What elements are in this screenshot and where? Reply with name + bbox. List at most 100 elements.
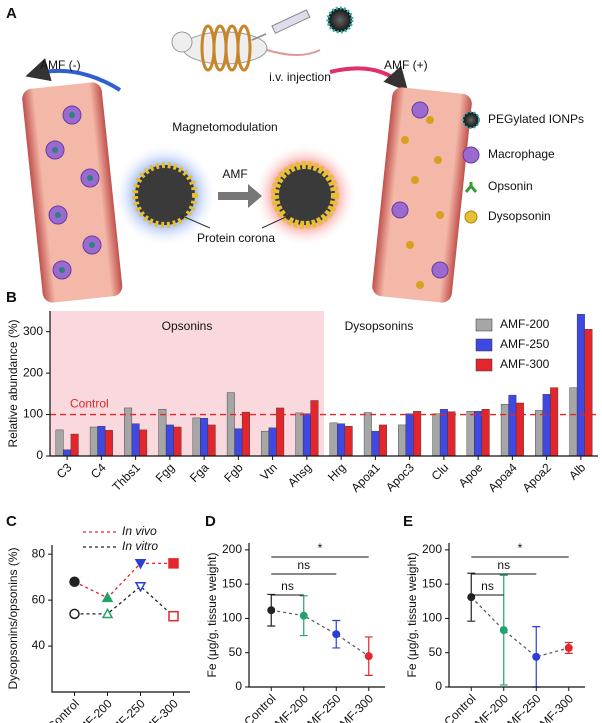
bar <box>158 408 167 457</box>
legend-label: Dysopsonin <box>488 209 551 223</box>
label: AMF (+) <box>384 58 428 72</box>
pointer <box>178 214 211 229</box>
bar <box>70 433 79 457</box>
y-tick-label: 100 <box>222 611 242 625</box>
point <box>332 630 341 639</box>
y-tick-label: 0 <box>36 448 43 462</box>
bar <box>515 402 524 457</box>
y-tick-label: 100 <box>422 611 442 625</box>
label: i.v. injection <box>269 70 331 84</box>
bar <box>131 423 140 457</box>
legend-label: In vivo <box>122 524 157 538</box>
bar <box>226 392 235 457</box>
significance: ns <box>281 579 294 593</box>
syringe <box>251 6 354 41</box>
x-tick-label: Fga <box>187 460 212 485</box>
bar <box>405 413 414 457</box>
y-axis-title: Fe (μg/g, tissue weight) <box>405 553 419 678</box>
panel-label: E <box>403 513 413 530</box>
bar <box>398 424 407 457</box>
bar <box>432 413 441 457</box>
y-tick-label: 100 <box>23 407 43 421</box>
y-tick-label: 50 <box>229 645 243 659</box>
y-tick-label: 200 <box>23 365 43 379</box>
y-tick-label: 60 <box>32 592 46 606</box>
label: AMF <box>222 167 247 181</box>
bar <box>139 429 148 457</box>
point <box>499 626 508 635</box>
corona-before <box>113 143 217 247</box>
y-tick-label: 300 <box>23 324 43 338</box>
y-axis-title: Relative abundance (%) <box>6 319 20 447</box>
significance: ns <box>497 558 510 572</box>
arrow <box>329 65 409 92</box>
marker <box>69 576 80 587</box>
panel-label: A <box>6 5 17 22</box>
significance: ns <box>481 579 494 593</box>
y-tick-label: 80 <box>32 546 46 560</box>
axis <box>248 543 385 688</box>
series-line <box>74 585 174 617</box>
x-tick-label: Alb <box>566 460 588 482</box>
bar <box>447 411 456 457</box>
axis <box>448 543 585 688</box>
y-tick-label: 200 <box>222 542 242 556</box>
point <box>564 643 573 652</box>
group-label: Dysopsonins <box>345 319 414 333</box>
x-tick-label: Thbs1 <box>110 460 144 494</box>
legend-label: PEGylated IONPs <box>488 112 584 126</box>
y-tick-label: 40 <box>32 638 46 652</box>
marker <box>168 610 179 622</box>
y-tick-label: 50 <box>429 645 443 659</box>
significance: * <box>518 541 523 555</box>
bar <box>576 314 585 457</box>
legend-label: Macrophage <box>488 147 555 161</box>
bar <box>500 404 509 457</box>
bar <box>542 394 551 457</box>
x-tick-label: Apoa4 <box>485 460 520 495</box>
bar <box>584 329 593 457</box>
y-tick-label: 0 <box>435 679 442 693</box>
x-tick-label: Ahsg <box>285 460 314 489</box>
series-line <box>74 562 174 599</box>
significance: ns <box>297 558 310 572</box>
bar <box>413 411 422 457</box>
bar <box>466 411 475 457</box>
marker <box>69 608 80 620</box>
x-tick-label: Fgb <box>221 460 246 485</box>
bar <box>234 428 243 457</box>
x-tick-label: Apoa2 <box>520 460 555 495</box>
point <box>467 593 476 602</box>
y-tick-label: 0 <box>235 679 242 693</box>
bar <box>439 408 448 457</box>
bar <box>207 424 216 457</box>
arrow <box>218 184 262 208</box>
marker <box>101 607 114 619</box>
marker <box>101 591 114 603</box>
bar <box>508 394 517 457</box>
x-tick-label: Clu <box>429 460 452 483</box>
legend-swatch <box>475 318 493 332</box>
legend-label: AMF-250 <box>500 337 550 351</box>
bar <box>474 411 483 457</box>
y-tick-label: 200 <box>422 542 442 556</box>
panel-label: C <box>6 513 17 530</box>
marker <box>134 581 147 593</box>
bar <box>295 412 304 457</box>
x-tick-label: Apoa1 <box>348 460 383 495</box>
bar <box>481 408 490 457</box>
bar <box>378 424 387 457</box>
bar <box>569 387 578 457</box>
x-tick-label: Apoc3 <box>383 460 417 494</box>
series-line <box>470 596 569 658</box>
y-tick-label: 150 <box>222 576 242 590</box>
bar <box>535 410 544 457</box>
legend-label: Opsonin <box>488 179 533 193</box>
bar <box>371 430 380 457</box>
panel-a: A i.v. injection AMF (-) AMF (+) Magneto… <box>6 5 584 303</box>
legend-label: AMF-200 <box>500 317 550 331</box>
mouse <box>171 24 321 72</box>
bar <box>97 425 106 457</box>
